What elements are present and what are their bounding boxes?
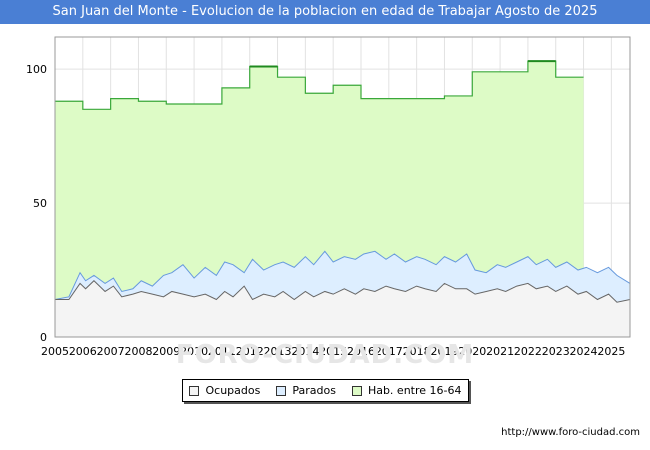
tick-labels: 2005 2006 2007 2008 2009 2010 2011 2012 2013 2014… xyxy=(26,63,625,358)
legend-label-ocupados: Ocupados xyxy=(205,384,261,397)
legend-swatch-ocupados xyxy=(189,385,200,396)
legend-item-ocupados: Ocupados xyxy=(189,384,260,397)
x-tick-label: 2019 xyxy=(430,345,458,358)
y-tick-label: 0 xyxy=(40,331,47,344)
x-tick-label: 2008 xyxy=(124,345,152,358)
legend-swatch-parados xyxy=(276,385,287,396)
legend-label-hab: Hab. entre 16-64 xyxy=(367,384,462,397)
x-tick-label: 2014 xyxy=(291,345,319,358)
ocupados-area xyxy=(55,280,630,337)
chart-title: San Juan del Monte - Evolucion de la pob… xyxy=(0,0,650,24)
x-tick-label: 2025 xyxy=(597,345,625,358)
hab-line xyxy=(55,60,584,110)
legend-item-parados: Parados xyxy=(276,384,336,397)
x-tick-label: 2024 xyxy=(570,345,598,358)
x-tick-label: 2013 xyxy=(264,345,292,358)
x-tick-label: 2010 xyxy=(180,345,208,358)
x-tick-label: 2009 xyxy=(152,345,180,358)
x-tick-label: 2005 xyxy=(41,345,69,358)
x-tick-label: 2023 xyxy=(542,345,570,358)
watermark: FORO-CIUDAD.COM xyxy=(175,340,475,370)
x-tick-label: 2012 xyxy=(236,345,264,358)
y-tick-label: 100 xyxy=(26,63,47,76)
source-url: http://www.foro-ciudad.com xyxy=(501,427,640,438)
x-tick-label: 2017 xyxy=(375,345,403,358)
ocupados-line xyxy=(55,280,631,303)
x-tick-label: 2020 xyxy=(458,345,486,358)
legend-item-hab: Hab. entre 16-64 xyxy=(351,384,462,397)
x-tick-label: 2016 xyxy=(347,345,375,358)
legend-label-parados: Parados xyxy=(292,384,336,397)
legend: Ocupados Parados Hab. entre 16-64 xyxy=(182,379,469,402)
x-tick-label: 2018 xyxy=(403,345,431,358)
legend-swatch-hab xyxy=(351,385,362,396)
plot-frame xyxy=(54,36,631,338)
x-tick-label: 2006 xyxy=(69,345,97,358)
x-tick-label: 2011 xyxy=(208,345,236,358)
parados-line xyxy=(54,250,631,300)
axes xyxy=(54,36,631,338)
x-tick-label: 2021 xyxy=(486,345,514,358)
x-tick-label: 2015 xyxy=(319,345,347,358)
y-tick-label: 50 xyxy=(33,197,47,210)
x-tick-label: 2007 xyxy=(97,345,125,358)
series-areas xyxy=(54,60,631,337)
x-tick-label: 2022 xyxy=(514,345,542,358)
